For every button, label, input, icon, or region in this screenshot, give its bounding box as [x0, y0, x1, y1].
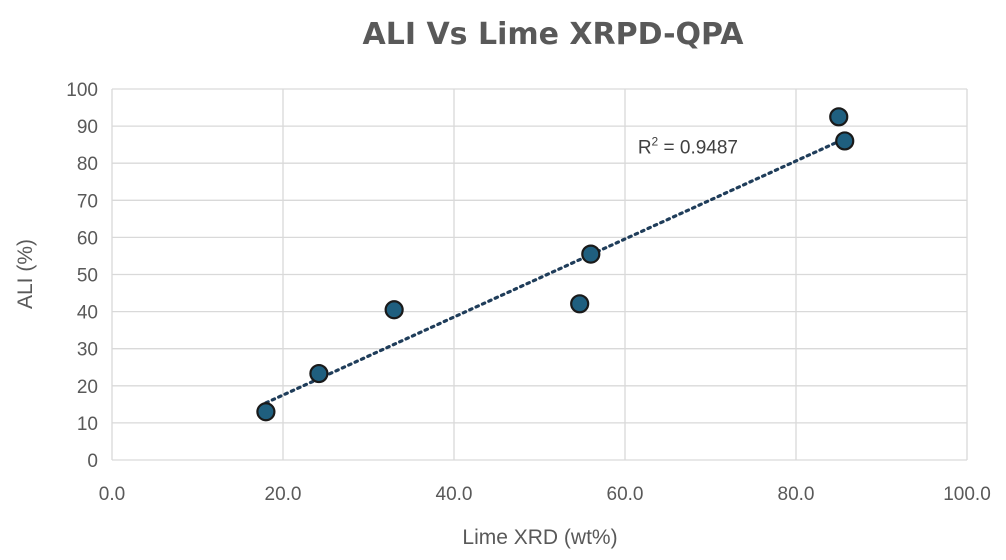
x-tick-label: 100.0 [943, 484, 991, 505]
y-tick-label: 20 [77, 377, 98, 398]
r-squared-base: R [638, 138, 652, 159]
data-point [309, 363, 329, 384]
r-squared-superscript: 2 [652, 135, 659, 149]
grid-lines [111, 88, 968, 461]
data-points [256, 107, 855, 422]
x-tick-label: 0.0 [99, 484, 125, 505]
y-tick-label: 90 [77, 117, 98, 138]
x-axis-label: Lime XRD (wt%) [462, 526, 617, 549]
data-point [256, 402, 276, 422]
x-axis-ticks: 0.0 20.0 40.0 60.0 80.0 100.0 [99, 484, 991, 505]
x-tick-label: 20.0 [265, 484, 302, 505]
r-squared-value: = 0.9487 [658, 138, 738, 159]
y-tick-label: 100 [66, 80, 98, 101]
data-point [384, 300, 404, 320]
data-point [581, 244, 601, 264]
y-tick-label: 0 [87, 451, 98, 472]
y-tick-label: 60 [77, 228, 98, 249]
data-point [570, 294, 590, 314]
x-tick-label: 40.0 [436, 484, 473, 505]
y-tick-label: 10 [77, 414, 98, 435]
y-tick-label: 50 [77, 266, 98, 287]
data-point [829, 107, 849, 127]
x-tick-label: 80.0 [778, 484, 815, 505]
y-tick-label: 40 [77, 303, 98, 324]
chart-title: ALI Vs Lime XRPD-QPA [363, 17, 745, 52]
x-tick-label: 60.0 [607, 484, 644, 505]
y-axis-ticks: 0 10 20 30 40 50 60 70 80 90 100 [66, 80, 98, 472]
trendline [264, 137, 847, 405]
r-squared-annotation: R2 = 0.9487 [638, 135, 738, 159]
y-tick-label: 70 [77, 191, 98, 212]
y-tick-label: 30 [77, 340, 98, 361]
data-point [835, 131, 855, 151]
y-tick-label: 80 [77, 154, 98, 175]
y-axis-label: ALI (%) [14, 239, 37, 309]
